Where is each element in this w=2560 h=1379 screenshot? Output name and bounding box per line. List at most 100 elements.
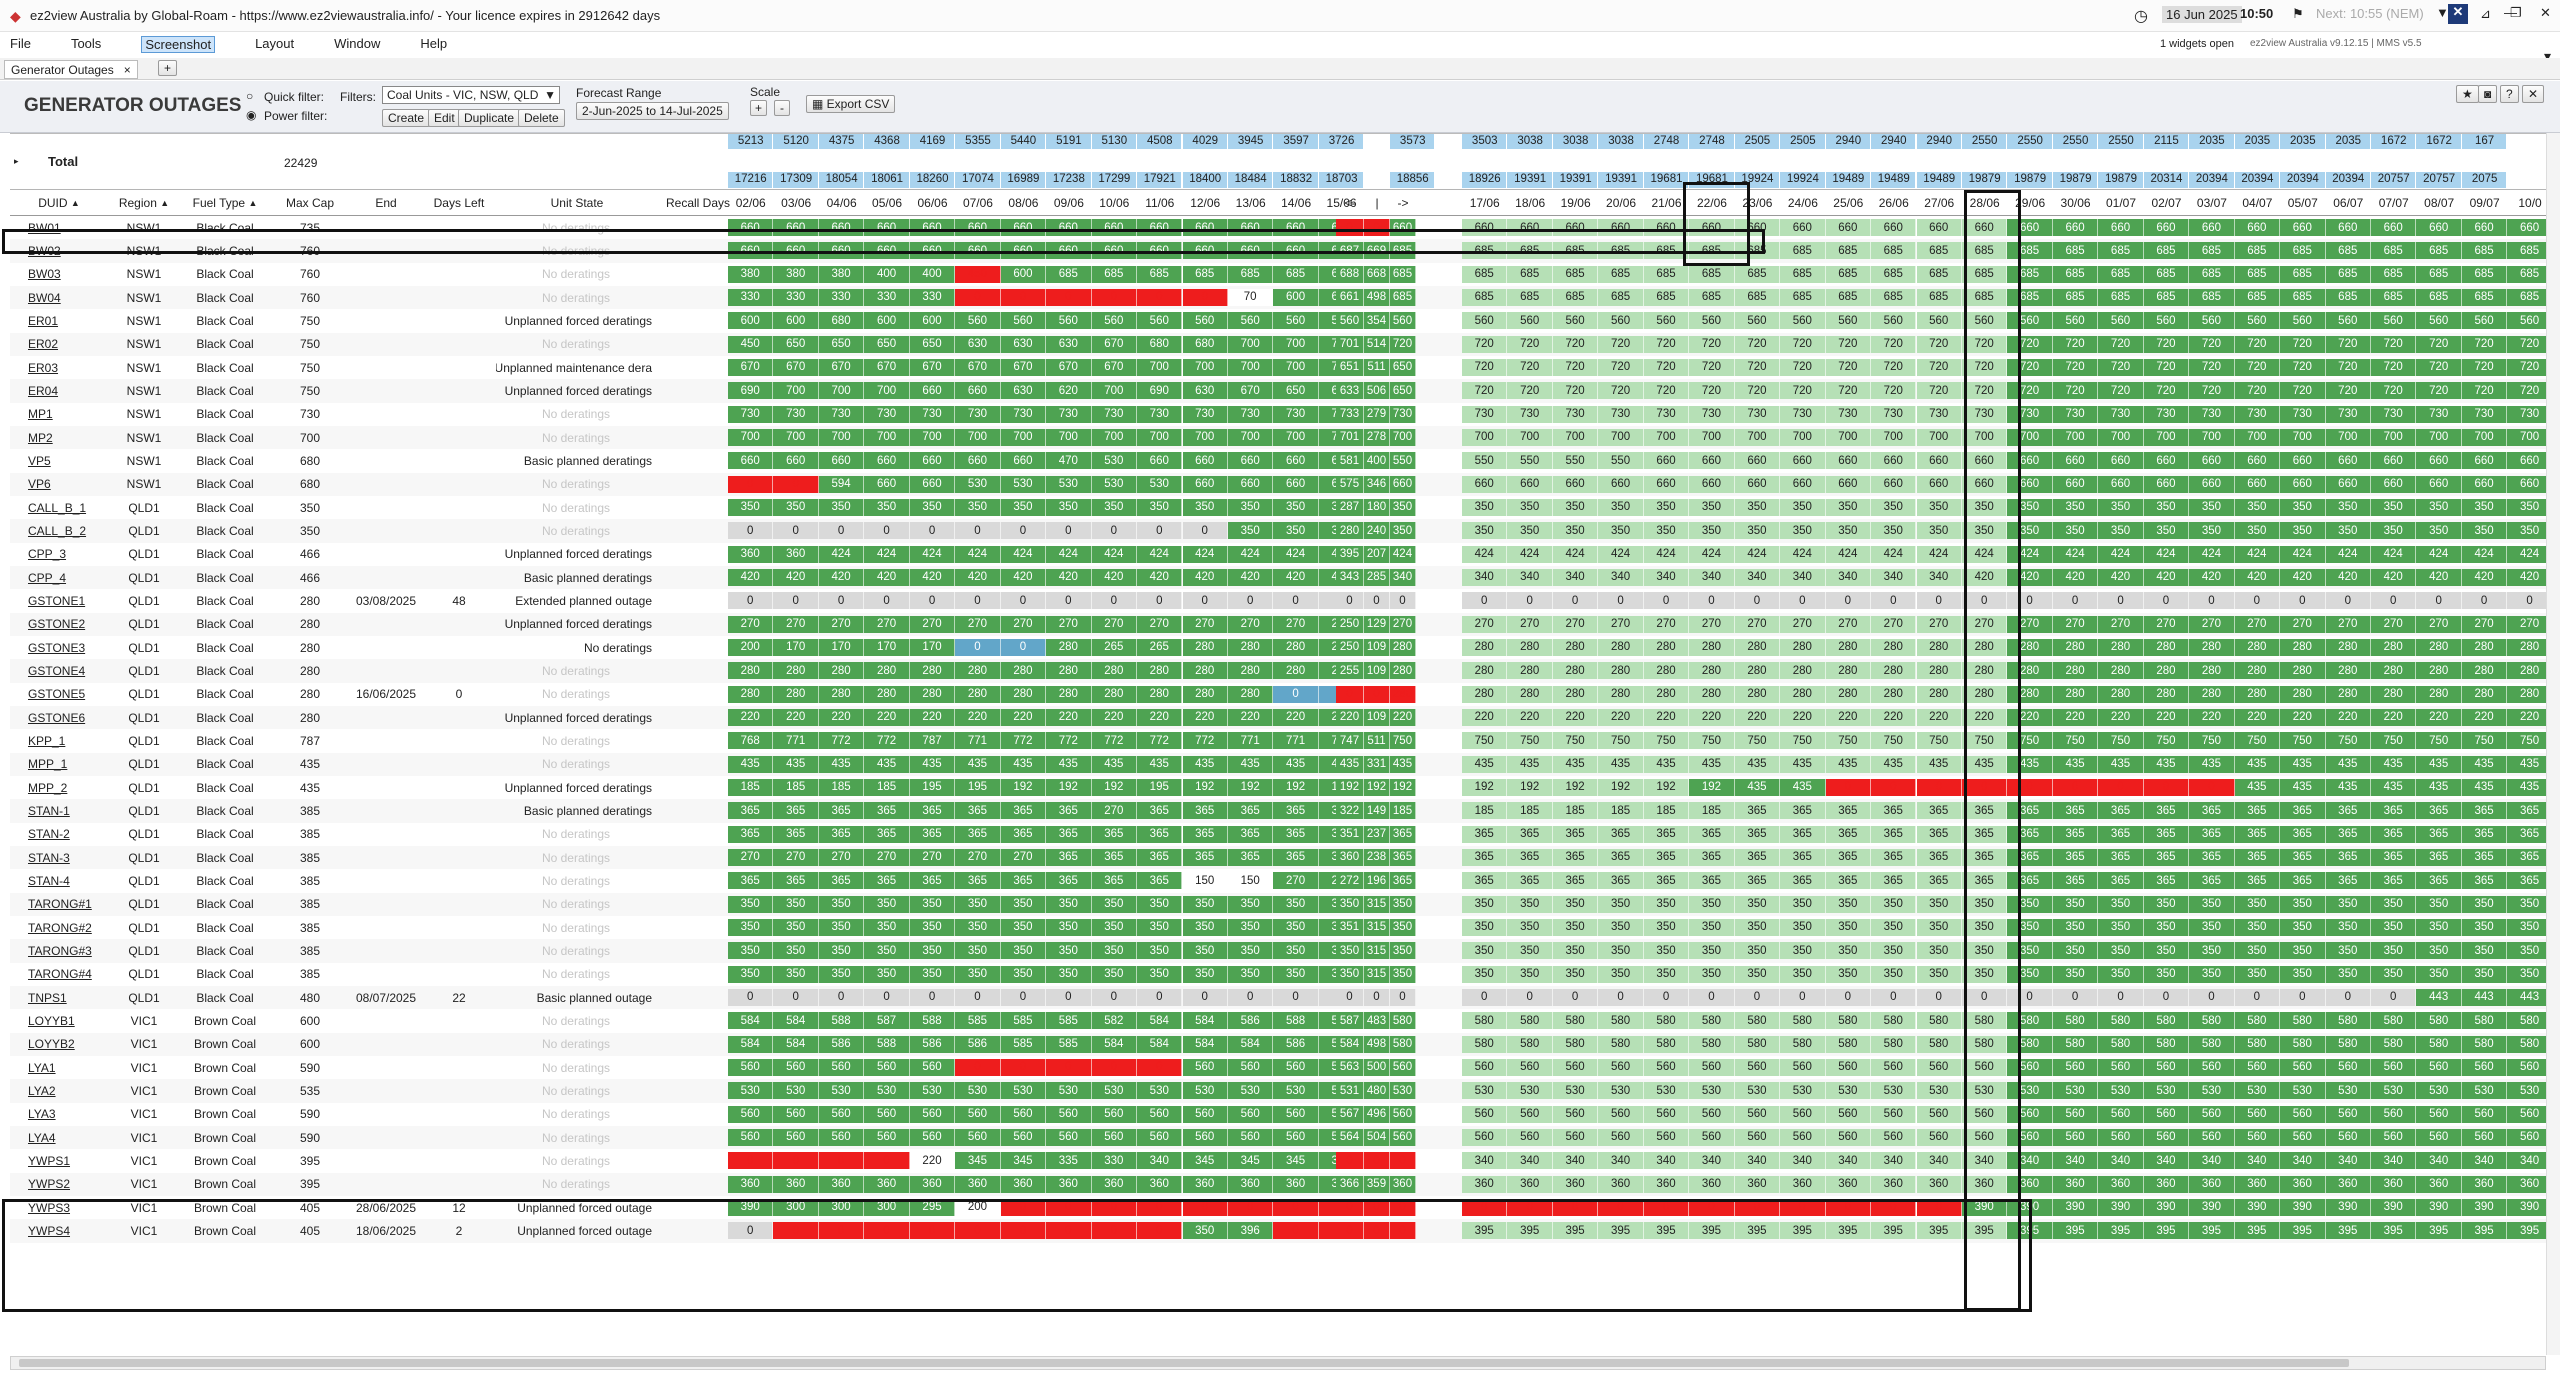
duid-link[interactable]: STAN-2 [28, 827, 70, 842]
duid-link[interactable]: GSTONE1 [28, 593, 86, 608]
col-fuel[interactable]: Fuel Type ▲ [192, 195, 258, 210]
table-row[interactable]: TARONG#1 QLD1 Black Coal 385 No deratings 350… [10, 892, 2553, 916]
help-icon[interactable]: ? [2500, 85, 2519, 103]
menu-file[interactable]: File [10, 36, 31, 51]
duid-link[interactable]: YWPS4 [28, 1223, 71, 1238]
menu-tools[interactable]: Tools [70, 36, 102, 51]
duid-link[interactable]: MP1 [28, 407, 53, 422]
vertical-scrollbar[interactable] [2546, 133, 2560, 1355]
table-row[interactable]: KPP_1 QLD1 Black Coal 787 No deratings 768 771… [10, 729, 2553, 752]
duid-link[interactable]: VP5 [28, 453, 51, 468]
edit-button[interactable]: Edit [428, 109, 461, 127]
table-row[interactable]: CALL_B_1 QLD1 Black Coal 350 No deratings 350… [10, 496, 2553, 519]
duid-link[interactable]: BW02 [28, 243, 61, 258]
table-row[interactable]: CALL_B_2 QLD1 Black Coal 350 No deratings 0 0 0… [10, 519, 2553, 543]
duid-link[interactable]: KPP_1 [28, 733, 66, 748]
duid-link[interactable]: CPP_4 [28, 570, 67, 585]
duid-link[interactable]: BW04 [28, 290, 61, 305]
duid-link[interactable]: VP6 [28, 477, 51, 492]
maximize-icon[interactable]: ❐ [2510, 5, 2522, 20]
table-row[interactable]: BW04 NSW1 Black Coal 760 No deratings 330 330 3… [10, 285, 2553, 310]
duplicate-button[interactable]: Duplicate [458, 109, 521, 127]
table-row[interactable]: MP2 NSW1 Black Coal 700 No deratings 700 700 70… [10, 425, 2553, 450]
duid-link[interactable]: LYA2 [28, 1083, 56, 1098]
menu-layout[interactable]: Layout [255, 36, 295, 51]
duid-link[interactable]: GSTONE3 [28, 640, 86, 655]
table-row[interactable]: GSTONE6 QLD1 Black Coal 280 Unplanned forced… [10, 705, 2553, 730]
scroll-thumb[interactable] [19, 1359, 2349, 1367]
scale-minus-button[interactable]: - [774, 100, 790, 116]
date-col-<-[interactable]: <- [1344, 195, 1356, 210]
table-row[interactable]: STAN-2 QLD1 Black Coal 385 No deratings 365 36… [10, 823, 2553, 846]
col-duid[interactable]: DUID ▲ [38, 195, 80, 210]
duid-link[interactable]: CALL_B_1 [28, 500, 87, 515]
date-col-->[interactable]: -> [1397, 195, 1409, 210]
table-row[interactable]: YWPS4 VIC1 Brown Coal 405 18/06/2025 2 Unplann… [10, 1219, 2553, 1243]
quick-filter-radio[interactable]: ○ [246, 89, 254, 103]
table-row[interactable]: MP1 NSW1 Black Coal 730 No deratings 730 730 73… [10, 403, 2553, 426]
forecast-range-button[interactable]: 2-Jun-2025 to 14-Jul-2025 [576, 102, 729, 120]
minimize-icon[interactable]: — [2504, 5, 2517, 20]
delete-button[interactable]: Delete [518, 109, 565, 127]
table-row[interactable]: MPP_1 QLD1 Black Coal 435 No deratings 435 435… [10, 752, 2553, 776]
duid-link[interactable]: TARONG#3 [28, 943, 92, 958]
scale-plus-button[interactable]: + [750, 100, 768, 116]
col-region[interactable]: Region ▲ [118, 195, 170, 210]
expand-icon[interactable]: ▸ [14, 156, 19, 166]
filter-select[interactable]: Coal Units - VIC, NSW, QLD ▼ [382, 86, 560, 104]
duid-link[interactable]: MPP_2 [28, 780, 68, 795]
duid-link[interactable]: LOYYB1 [28, 1013, 75, 1028]
duid-link[interactable]: MP2 [28, 430, 53, 445]
duid-link[interactable]: BW01 [28, 220, 61, 235]
date-col-|[interactable]: | [1375, 195, 1379, 210]
table-row[interactable]: BW03 NSW1 Black Coal 760 No deratings 380 380 3… [10, 263, 2553, 286]
table-row[interactable]: CPP_4 QLD1 Black Coal 466 Basic planned dera… [10, 565, 2553, 590]
table-row[interactable]: GSTONE2 QLD1 Black Coal 280 Unplanned forced… [10, 612, 2553, 636]
table-row[interactable]: ER04 NSW1 Black Coal 750 Unplanned forced de… [10, 379, 2553, 403]
table-row[interactable]: YWPS3 VIC1 Brown Coal 405 28/06/2025 12 Unplan… [10, 1196, 2553, 1219]
duid-link[interactable]: LYA4 [28, 1130, 56, 1145]
col-end[interactable]: End [375, 195, 397, 210]
table-row[interactable]: GSTONE5 QLD1 Black Coal 280 16/06/2025 0 No de… [10, 683, 2553, 706]
table-row[interactable]: GSTONE1 QLD1 Black Coal 280 03/08/2025 48 Exte… [10, 589, 2553, 612]
table-row[interactable]: STAN-3 QLD1 Black Coal 385 No deratings 270 27… [10, 845, 2553, 870]
power-filter-radio[interactable]: ◉ [246, 108, 257, 122]
table-row[interactable]: ER02 NSW1 Black Coal 750 No deratings 450 650 6… [10, 332, 2553, 356]
table-row[interactable]: YWPS2 VIC1 Brown Coal 395 No deratings 360 360… [10, 1172, 2553, 1196]
duid-link[interactable]: TARONG#4 [28, 967, 92, 982]
duid-link[interactable]: YWPS2 [28, 1177, 71, 1192]
table-row[interactable]: ER03 NSW1 Black Coal 750 Unplanned maintenan… [10, 356, 2553, 379]
duid-link[interactable]: STAN-4 [28, 873, 70, 888]
duid-link[interactable]: YWPS3 [28, 1200, 71, 1215]
col-days-left[interactable]: Days Left [433, 195, 485, 210]
duid-link[interactable]: LOYYB2 [28, 1037, 75, 1052]
table-row[interactable]: BW01 NSW1 Black Coal 735 No deratings 660 660 6… [10, 216, 2553, 239]
menu-help[interactable]: Help [420, 36, 448, 51]
add-tab-button[interactable]: + [158, 60, 178, 76]
table-row[interactable]: VP5 NSW1 Black Coal 680 Basic planned derati… [10, 449, 2553, 472]
duid-link[interactable]: ER04 [28, 383, 59, 398]
table-row[interactable]: GSTONE3 QLD1 Black Coal 280 No deratings 200 1… [10, 636, 2553, 659]
widget-close-icon[interactable]: ✕ [2522, 85, 2545, 103]
duid-link[interactable]: STAN-1 [28, 803, 70, 818]
duid-link[interactable]: BW03 [28, 267, 61, 282]
table-row[interactable]: STAN-4 QLD1 Black Coal 385 No deratings 365 36… [10, 869, 2553, 892]
table-row[interactable]: TARONG#3 QLD1 Black Coal 385 No deratings 350… [10, 939, 2553, 963]
duid-link[interactable]: YWPS1 [28, 1153, 71, 1168]
table-row[interactable]: BW02 NSW1 Black Coal 760 No deratings 660 660 6… [10, 239, 2553, 263]
table-row[interactable]: LOYYB1 VIC1 Brown Coal 600 No deratings 584 58… [10, 1009, 2553, 1032]
table-row[interactable]: TARONG#2 QLD1 Black Coal 385 No deratings 350… [10, 916, 2553, 939]
dropdown-icon[interactable]: ▼ [2436, 5, 2449, 20]
table-row[interactable]: TARONG#4 QLD1 Black Coal 385 No deratings 350… [10, 963, 2553, 986]
table-row[interactable]: LYA2 VIC1 Brown Coal 535 No deratings 530 530 5… [10, 1079, 2553, 1103]
table-row[interactable]: LOYYB2 VIC1 Brown Coal 600 No deratings 584 58… [10, 1032, 2553, 1056]
duid-link[interactable]: GSTONE5 [28, 687, 86, 702]
table-row[interactable]: GSTONE4 QLD1 Black Coal 280 No deratings 280 2… [10, 659, 2553, 683]
camera-icon[interactable]: ◙ [2478, 85, 2498, 103]
tab-close-icon[interactable]: × [123, 62, 131, 77]
close-icon[interactable]: ✕ [2540, 5, 2551, 20]
menu-screenshot[interactable]: Screenshot [141, 36, 216, 53]
duid-link[interactable]: LYA3 [28, 1107, 56, 1122]
duid-link[interactable]: TARONG#1 [28, 897, 92, 912]
duid-link[interactable]: CPP_3 [28, 547, 67, 562]
